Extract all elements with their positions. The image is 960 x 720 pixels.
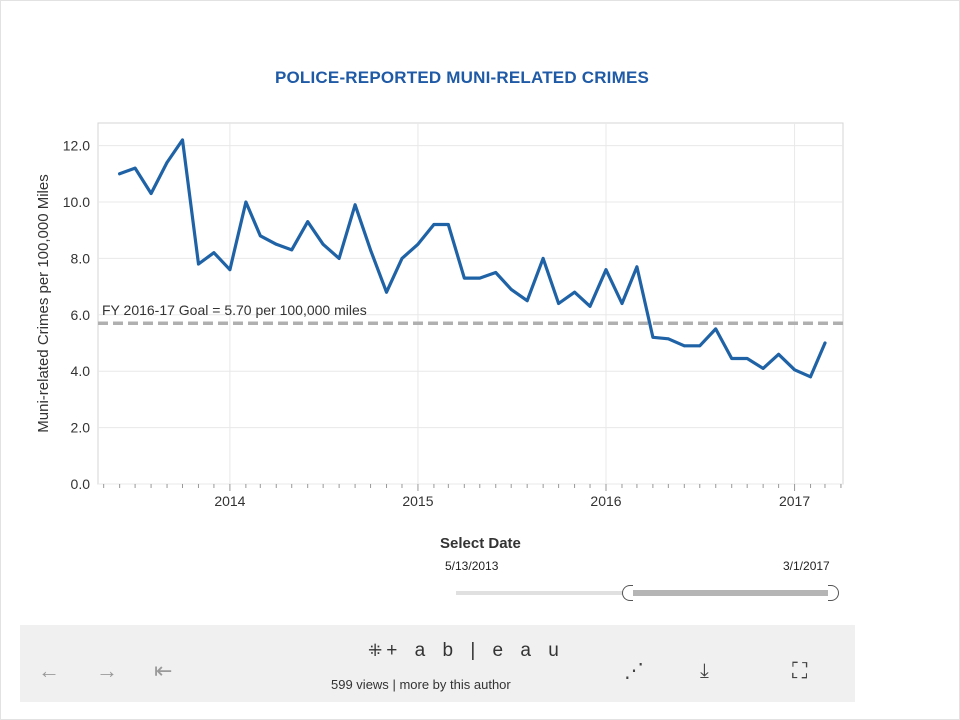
data-point bbox=[793, 368, 796, 372]
data-point bbox=[573, 290, 576, 294]
data-point bbox=[557, 302, 561, 305]
data-point bbox=[809, 375, 812, 379]
data-point bbox=[651, 335, 655, 339]
views-separator: | bbox=[392, 677, 396, 692]
data-point bbox=[369, 248, 372, 252]
data-point bbox=[133, 166, 137, 170]
data-point bbox=[462, 276, 466, 280]
data-point bbox=[666, 337, 670, 341]
data-point bbox=[714, 327, 718, 331]
y-tick-label: 8.0 bbox=[71, 250, 91, 266]
data-point bbox=[509, 287, 513, 291]
y-axis-label: Muni-related Crimes per 100,000 Miles bbox=[35, 174, 52, 432]
data-point bbox=[682, 344, 686, 348]
data-point bbox=[525, 299, 529, 303]
data-point bbox=[604, 268, 608, 272]
goal-reference-label: FY 2016-17 Goal = 5.70 per 100,000 miles bbox=[102, 302, 367, 318]
data-point bbox=[777, 352, 780, 356]
data-point bbox=[118, 172, 122, 176]
data-point bbox=[432, 223, 436, 226]
y-tick-label: 0.0 bbox=[71, 476, 91, 492]
data-point bbox=[385, 290, 388, 294]
chart-title: POLICE-REPORTED MUNI-RELATED CRIMES bbox=[274, 68, 650, 87]
y-tick-label: 2.0 bbox=[71, 420, 91, 436]
filter-end-date: 3/1/2017 bbox=[783, 559, 830, 573]
y-tick-label: 4.0 bbox=[71, 363, 91, 379]
tableau-logo-text: + a b | e a u bbox=[386, 640, 565, 661]
line-chart: 0.0 2.0 4.0 6.0 8.0 10.0 12.0 2014 2015 2016 2017 M… bbox=[35, 122, 844, 509]
tableau-logo[interactable]: ⁜ + a b | e a u bbox=[368, 640, 565, 662]
data-point bbox=[541, 256, 545, 260]
data-point bbox=[290, 248, 294, 252]
data-point bbox=[698, 344, 702, 348]
data-point bbox=[416, 242, 420, 246]
data-point bbox=[478, 276, 482, 280]
tableau-toolbar bbox=[20, 625, 855, 702]
forward-arrow-icon[interactable]: → bbox=[96, 658, 118, 683]
data-point bbox=[635, 265, 639, 269]
x-tick-label: 2016 bbox=[590, 493, 621, 509]
data-point bbox=[306, 220, 310, 224]
x-tick-label: 2014 bbox=[214, 493, 245, 509]
first-page-icon[interactable]: ⇤ bbox=[154, 658, 173, 683]
data-point bbox=[337, 256, 341, 260]
data-point bbox=[244, 200, 248, 204]
data-point bbox=[181, 138, 184, 142]
data-point bbox=[588, 304, 592, 308]
data-point bbox=[165, 161, 169, 164]
y-tick-label: 12.0 bbox=[63, 138, 90, 154]
back-arrow-icon[interactable]: ← bbox=[38, 658, 60, 683]
data-point bbox=[730, 357, 734, 360]
data-point bbox=[212, 251, 216, 255]
y-tick-label: 6.0 bbox=[71, 307, 91, 323]
x-tick-label: 2017 bbox=[779, 493, 810, 509]
data-point bbox=[823, 341, 827, 345]
data-point bbox=[446, 223, 450, 226]
tableau-logo-mark-icon: ⁜ bbox=[368, 641, 383, 660]
series-line bbox=[117, 138, 827, 379]
slider-start-handle[interactable] bbox=[622, 585, 633, 601]
data-point bbox=[494, 271, 498, 274]
slider-selected-range bbox=[626, 590, 832, 596]
views-line: 599 views | more by this author bbox=[331, 677, 511, 692]
data-point bbox=[274, 242, 278, 246]
data-point bbox=[353, 203, 357, 207]
data-point bbox=[258, 234, 262, 238]
data-point bbox=[197, 262, 200, 266]
data-point bbox=[149, 192, 153, 195]
slider-end-handle[interactable] bbox=[828, 585, 839, 601]
fullscreen-icon[interactable]: ⛶ bbox=[792, 658, 808, 683]
data-point bbox=[321, 242, 325, 246]
filter-title: Select Date bbox=[440, 535, 521, 552]
view-count: 599 views bbox=[331, 677, 389, 692]
date-range-slider[interactable] bbox=[456, 585, 839, 601]
data-point bbox=[228, 268, 232, 272]
data-point bbox=[761, 366, 765, 370]
more-by-author-link[interactable]: more by this author bbox=[399, 677, 511, 692]
plot-area bbox=[97, 122, 844, 485]
data-point bbox=[620, 302, 624, 305]
y-tick-label: 10.0 bbox=[63, 194, 90, 210]
x-tick-label: 2015 bbox=[402, 493, 433, 509]
share-icon[interactable]: ⋰ bbox=[624, 660, 644, 682]
filter-start-date: 5/13/2013 bbox=[445, 559, 499, 573]
data-point bbox=[745, 357, 749, 360]
download-icon[interactable]: ⤓ bbox=[700, 660, 709, 682]
data-point bbox=[400, 256, 404, 260]
